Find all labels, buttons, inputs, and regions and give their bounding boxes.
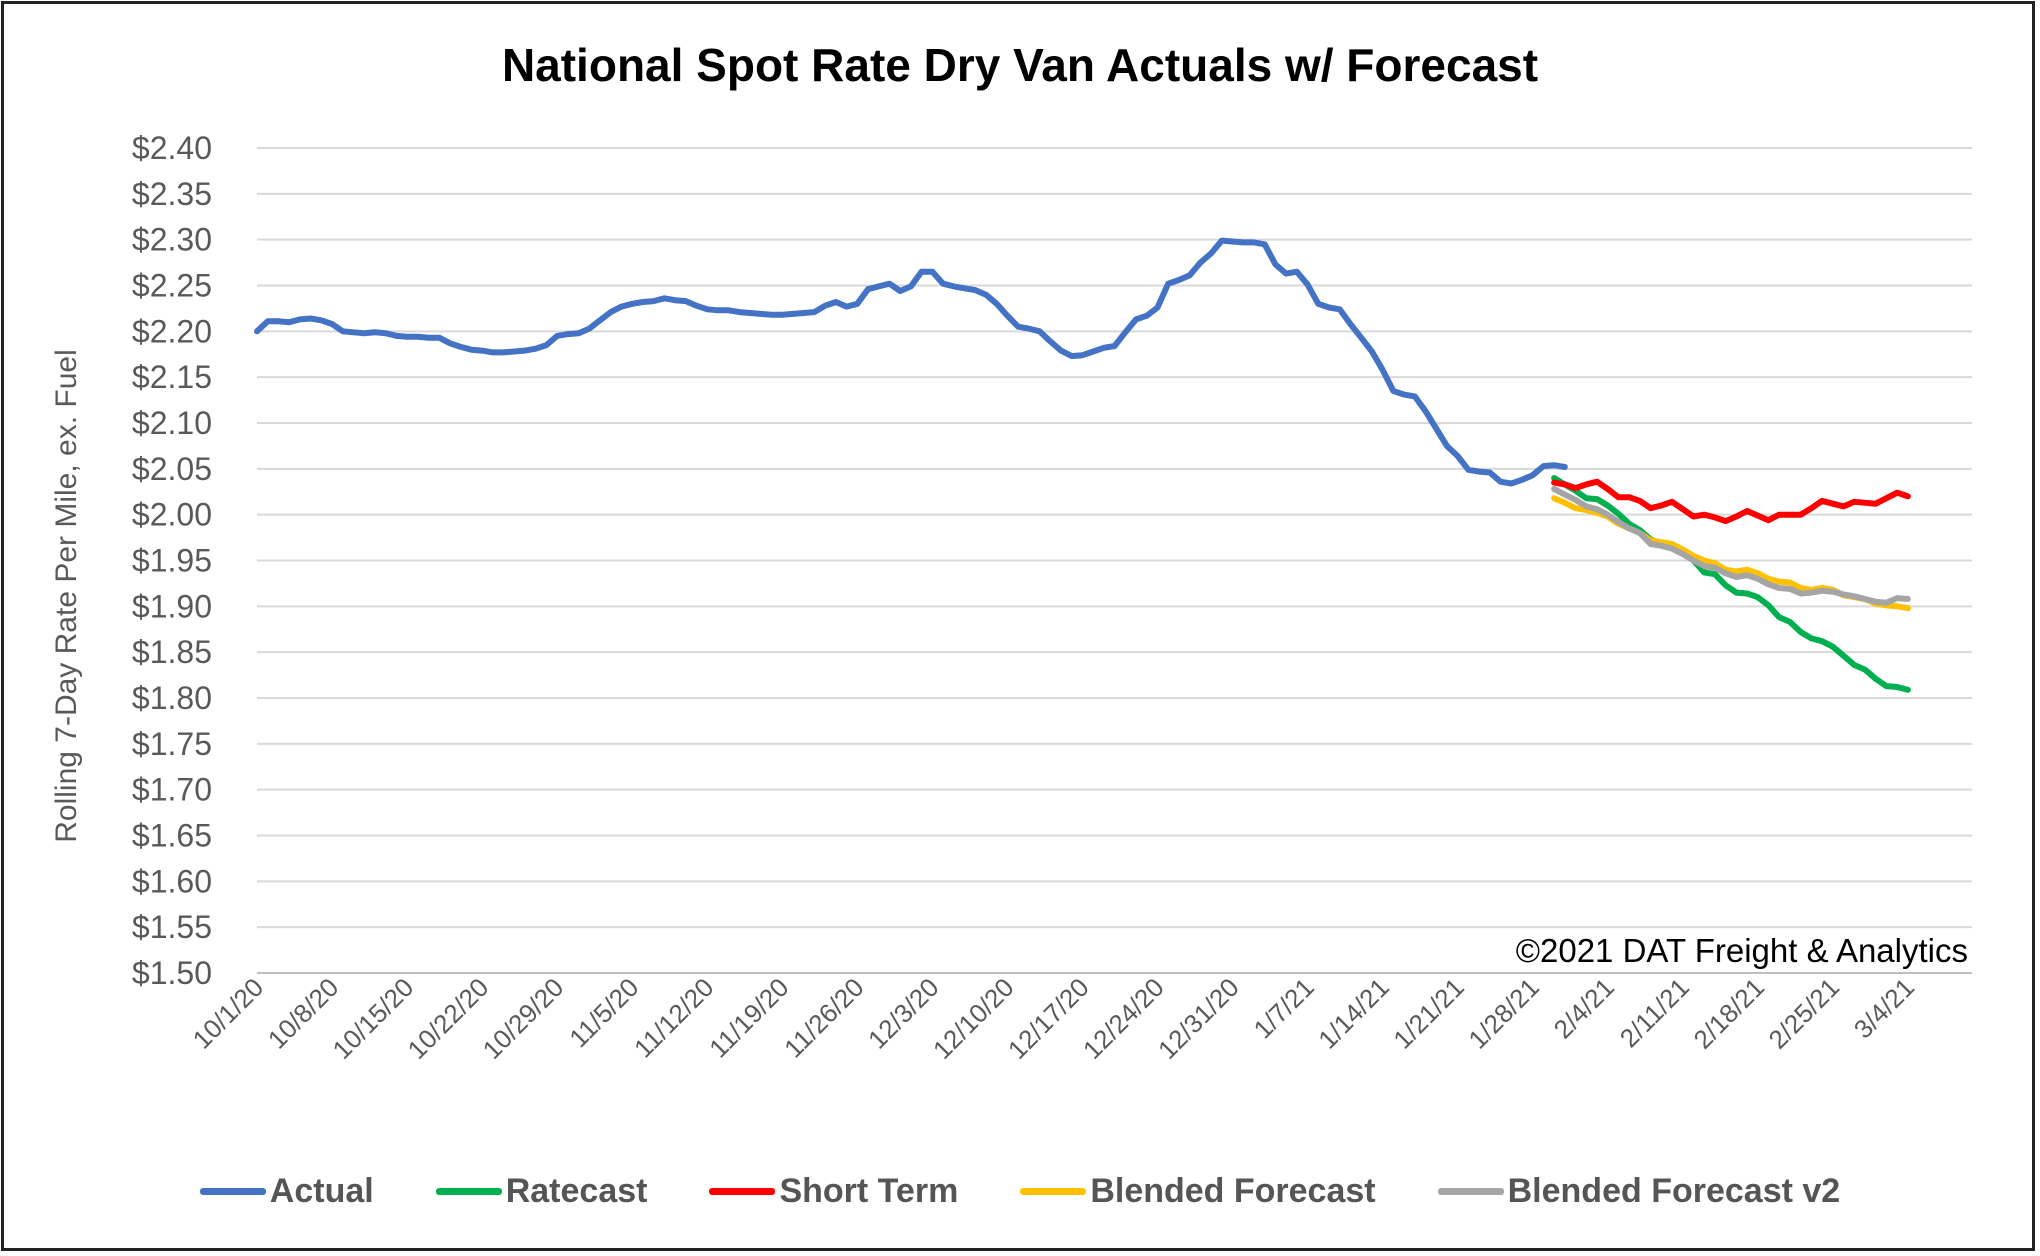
x-tick-label: 1/14/21 (1312, 972, 1395, 1055)
legend-swatch (435, 1188, 502, 1195)
legend-swatch (709, 1188, 776, 1195)
x-tick-label: 1/7/21 (1247, 972, 1319, 1044)
legend-item: Blended Forecast v2 (1437, 1172, 1841, 1211)
legend-item: Short Term (709, 1172, 958, 1211)
legend-item: Actual (199, 1172, 374, 1211)
x-tick-label: 1/28/21 (1462, 972, 1545, 1055)
y-axis-title: Rolling 7-Day Rate Per Mile, ex. Fuel (50, 349, 83, 843)
y-tick-label: $1.80 (132, 680, 212, 716)
legend-label: Short Term (779, 1172, 959, 1210)
y-tick-label: $1.70 (132, 772, 212, 808)
x-tick-label: 12/17/20 (1002, 972, 1095, 1065)
x-tick-label: 2/11/21 (1614, 972, 1695, 1053)
x-tick-label: 11/26/20 (778, 972, 869, 1063)
legend-swatch (1437, 1188, 1504, 1195)
copyright-annotation: ©2021 DAT Freight & Analytics (1516, 932, 1968, 969)
y-tick-label: $1.60 (132, 863, 212, 899)
legend-label: Blended Forecast v2 (1507, 1172, 1841, 1210)
y-tick-label: $1.55 (132, 909, 212, 945)
x-tick-label: 10/29/20 (477, 972, 570, 1065)
y-tick-label: $2.35 (132, 176, 212, 212)
axes: $2.40 $2.35 $2.30 $2.25 $2.20 $2.15 $2.10 $2.05… (132, 130, 1920, 1065)
x-tick-label: 12/10/20 (927, 972, 1020, 1065)
series-line-ratecast (1551, 475, 1911, 693)
chart-title: National Spot Rate Dry Van Actuals w/ Fo… (501, 39, 1539, 91)
y-tick-label: $1.50 (132, 955, 212, 991)
x-tick-label: 11/12/20 (628, 972, 719, 1063)
y-tick-label: $2.00 (132, 497, 212, 533)
legend-item: Ratecast (435, 1172, 648, 1211)
legend-swatch (1020, 1188, 1087, 1195)
y-tick-label: $2.40 (132, 130, 212, 166)
series-line-blended-forecast-v2 (1551, 486, 1911, 606)
y-tick-label: $1.85 (132, 634, 212, 670)
legend-label: Blended Forecast (1090, 1172, 1376, 1210)
legend-label: Actual (269, 1172, 374, 1210)
chart-legend: Actual Ratecast Short Term Blended Forecast… (0, 1172, 2040, 1211)
x-tick-label: 12/24/20 (1077, 972, 1170, 1065)
y-tick-label: $2.15 (132, 359, 212, 395)
series-line-actual (254, 237, 1568, 487)
y-tick-label: $2.25 (132, 268, 212, 304)
x-tick-label: 10/22/20 (402, 972, 495, 1065)
legend-item: Blended Forecast (1020, 1172, 1376, 1211)
y-tick-label: $2.10 (132, 405, 212, 441)
y-tick-label: $1.65 (132, 818, 212, 854)
x-tick-label: 2/25/21 (1763, 972, 1846, 1055)
x-tick-label: 3/4/21 (1848, 972, 1920, 1044)
x-tick-label: 11/19/20 (703, 972, 794, 1063)
y-tick-label: $2.30 (132, 222, 212, 258)
y-tick-label: $1.90 (132, 588, 212, 624)
series-lines (254, 237, 1911, 693)
y-tick-label: $2.20 (132, 313, 212, 349)
x-tick-label: 12/31/20 (1152, 972, 1245, 1065)
gridlines (257, 147, 1972, 974)
x-tick-label: 2/4/21 (1548, 972, 1620, 1044)
series-line-short-term (1551, 478, 1911, 525)
x-tick-label: 1/21/21 (1387, 972, 1470, 1055)
y-tick-label: $1.75 (132, 726, 212, 762)
y-tick-label: $2.05 (132, 451, 212, 487)
x-tick-label: 10/15/20 (327, 972, 420, 1065)
y-tick-label: $1.95 (132, 543, 212, 579)
legend-swatch (199, 1188, 266, 1195)
x-tick-label: 2/18/21 (1687, 972, 1770, 1055)
legend-label: Ratecast (505, 1172, 648, 1210)
